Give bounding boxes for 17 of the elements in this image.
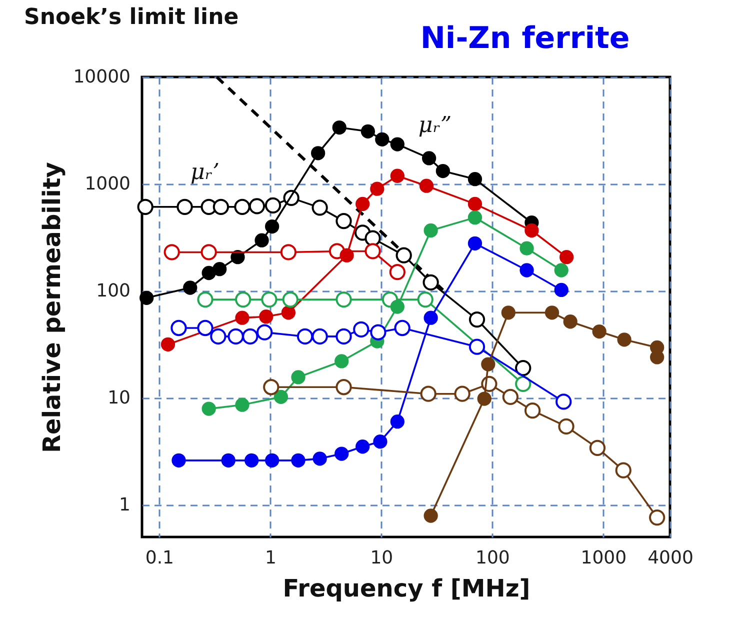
x-axis-title: Frequency f [MHz] <box>282 574 530 602</box>
y-tick-label: 1 <box>119 494 130 516</box>
annotation: μᵣ” <box>418 113 452 138</box>
x-tick-label: 10 <box>370 548 394 568</box>
x-tick-label: 100 <box>476 548 510 568</box>
chart-title: Ni-Zn ferrite <box>420 21 630 56</box>
annotation: μᵣ’ <box>190 160 220 185</box>
x-tick-label: 4000 <box>648 548 694 568</box>
y-axis-title: Relative permeability <box>38 162 66 453</box>
y-tick-label: 10000 <box>73 66 130 88</box>
x-tick-label: 1 <box>264 548 276 568</box>
text: Snoek’s limit line <box>24 5 239 30</box>
y-tick-label: 1000 <box>84 173 130 194</box>
y-tick-label: 10 <box>108 387 130 408</box>
x-tick-label: 0.1 <box>145 548 174 568</box>
y-tick-label: 100 <box>96 280 130 302</box>
x-tick-label: 1000 <box>580 548 627 568</box>
